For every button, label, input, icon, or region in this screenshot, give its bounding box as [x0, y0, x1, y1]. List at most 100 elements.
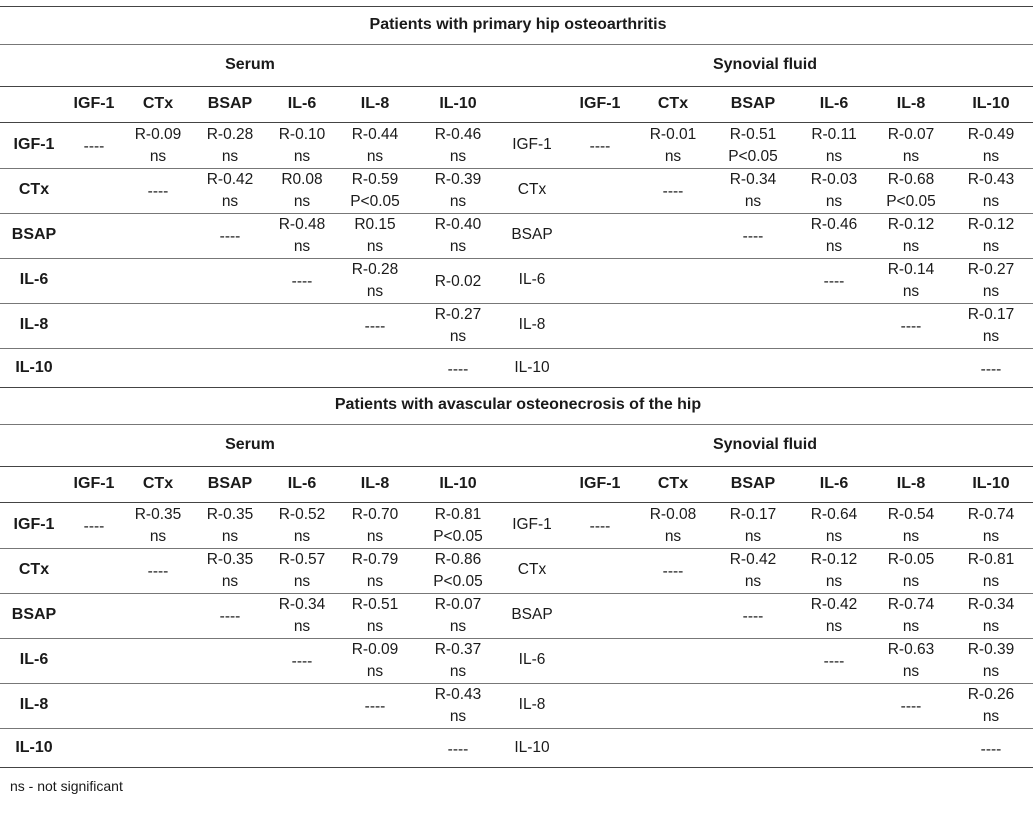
synovial-cell-diagonal-dash: ----	[662, 183, 684, 200]
synovial-cell-significance: ns	[825, 238, 843, 255]
synovial-cell-r-value: R-0.64	[810, 506, 858, 523]
synovial-cell-diagonal-dash: ----	[823, 653, 845, 670]
synovial-cell-significance: ns	[982, 193, 1000, 210]
synovial-cell-significance: ns	[664, 148, 682, 165]
serum-cell-r-value: R-0.09	[134, 126, 182, 143]
synovial-cell-significance: ns	[982, 618, 1000, 635]
synovial-cell-r-value: R-0.01	[649, 126, 697, 143]
row-rule	[0, 213, 1033, 214]
serum-cell-significance: ns	[293, 528, 311, 545]
serum-cell-diagonal-dash: ----	[147, 563, 169, 580]
synovial-column-header: IL-8	[896, 475, 926, 492]
serum-column-header: BSAP	[207, 475, 253, 492]
synovial-cell-r-value: R-0.12	[887, 216, 935, 233]
serum-cell-r-value: R0.08	[281, 171, 323, 188]
serum-cell-significance: ns	[221, 528, 239, 545]
serum-heading: Serum	[225, 436, 275, 453]
synovial-cell-diagonal-dash: ----	[980, 361, 1002, 378]
synovial-column-header: IL-6	[819, 95, 849, 112]
serum-cell-diagonal-dash: ----	[83, 138, 105, 155]
synovial-row-label: IL-6	[518, 651, 546, 668]
synovial-cell-r-value: R-0.14	[887, 261, 935, 278]
synovial-cell-significance: ns	[744, 528, 762, 545]
synovial-row-label: IL-8	[518, 696, 546, 713]
synovial-cell-significance: ns	[825, 618, 843, 635]
synovial-cell-significance: ns	[902, 618, 920, 635]
serum-cell-r-value: R-0.79	[351, 551, 399, 568]
serum-column-header: BSAP	[207, 95, 253, 112]
synovial-cell-diagonal-dash: ----	[742, 608, 764, 625]
synovial-fluid-heading: Synovial fluid	[712, 56, 817, 73]
synovial-row-label: IL-10	[514, 359, 550, 376]
synovial-cell-r-value: R-0.81	[967, 551, 1015, 568]
synovial-cell-significance: ns	[902, 573, 920, 590]
serum-cell-r-value: R-0.59	[351, 171, 399, 188]
serum-cell-significance: ns	[449, 238, 467, 255]
serum-cell-significance: ns	[366, 573, 384, 590]
serum-cell-r-value: R-0.48	[278, 216, 326, 233]
row-rule	[0, 638, 1033, 639]
synovial-cell-significance: ns	[902, 148, 920, 165]
synovial-cell-r-value: R-0.54	[887, 506, 935, 523]
serum-column-header: IGF-1	[73, 95, 115, 112]
synovial-cell-diagonal-dash: ----	[900, 698, 922, 715]
serum-cell-significance: ns	[449, 148, 467, 165]
synovial-row-label: IL-8	[518, 316, 546, 333]
serum-cell-r-value: R-0.35	[134, 506, 182, 523]
serum-column-header: CTx	[142, 95, 174, 112]
row-rule	[0, 683, 1033, 684]
synovial-cell-significance: ns	[902, 663, 920, 680]
serum-cell-significance: ns	[366, 618, 384, 635]
serum-row-label: BSAP	[11, 226, 57, 243]
synovial-row-label: CTx	[517, 561, 547, 578]
synovial-cell-diagonal-dash: ----	[662, 563, 684, 580]
serum-column-header: IL-6	[287, 475, 317, 492]
synovial-cell-r-value: R-0.74	[967, 506, 1015, 523]
serum-cell-r-value: R-0.07	[434, 596, 482, 613]
serum-cell-r-value: R-0.27	[434, 306, 482, 323]
serum-row-label: IGF-1	[13, 516, 55, 533]
serum-cell-r-value: R-0.10	[278, 126, 326, 143]
synovial-column-header: IL-6	[819, 475, 849, 492]
synovial-cell-diagonal-dash: ----	[742, 228, 764, 245]
header-rule	[0, 122, 1033, 123]
synovial-cell-significance: ns	[982, 708, 1000, 725]
serum-cell-r-value: R-0.39	[434, 171, 482, 188]
synovial-cell-r-value: R-0.03	[810, 171, 858, 188]
synovial-cell-r-value: R-0.12	[967, 216, 1015, 233]
synovial-cell-r-value: R-0.42	[729, 551, 777, 568]
subheading-rule	[0, 466, 1033, 467]
serum-cell-significance: P<0.05	[433, 573, 483, 590]
synovial-cell-significance: ns	[825, 193, 843, 210]
section-title: Patients with primary hip osteoarthritis	[369, 16, 667, 33]
synovial-cell-diagonal-dash: ----	[589, 518, 611, 535]
serum-cell-significance: ns	[366, 238, 384, 255]
serum-cell-significance: ns	[293, 573, 311, 590]
serum-cell-significance: ns	[449, 663, 467, 680]
synovial-row-label: BSAP	[511, 606, 553, 623]
serum-cell-diagonal-dash: ----	[219, 228, 241, 245]
synovial-cell-r-value: R-0.43	[967, 171, 1015, 188]
serum-column-header: IL-10	[439, 475, 477, 492]
synovial-row-label: IGF-1	[512, 516, 552, 533]
synovial-cell-r-value: R-0.68	[887, 171, 935, 188]
serum-cell-r-value: R-0.51	[351, 596, 399, 613]
serum-cell-significance: P<0.05	[350, 193, 400, 210]
synovial-cell-r-value: R-0.08	[649, 506, 697, 523]
synovial-cell-diagonal-dash: ----	[980, 741, 1002, 758]
synovial-cell-r-value: R-0.12	[810, 551, 858, 568]
row-rule	[0, 348, 1033, 349]
row-rule	[0, 258, 1033, 259]
synovial-cell-r-value: R-0.46	[810, 216, 858, 233]
serum-cell-r-value: R-0.70	[351, 506, 399, 523]
serum-column-header: IGF-1	[73, 475, 115, 492]
serum-cell-significance: ns	[293, 618, 311, 635]
header-rule	[0, 502, 1033, 503]
row-rule	[0, 728, 1033, 729]
synovial-fluid-heading: Synovial fluid	[712, 436, 817, 453]
serum-column-header: IL-8	[360, 475, 390, 492]
synovial-cell-r-value: R-0.27	[967, 261, 1015, 278]
serum-cell-r-value: R-0.35	[206, 551, 254, 568]
serum-cell-r-value: R-0.40	[434, 216, 482, 233]
synovial-cell-r-value: R-0.74	[887, 596, 935, 613]
